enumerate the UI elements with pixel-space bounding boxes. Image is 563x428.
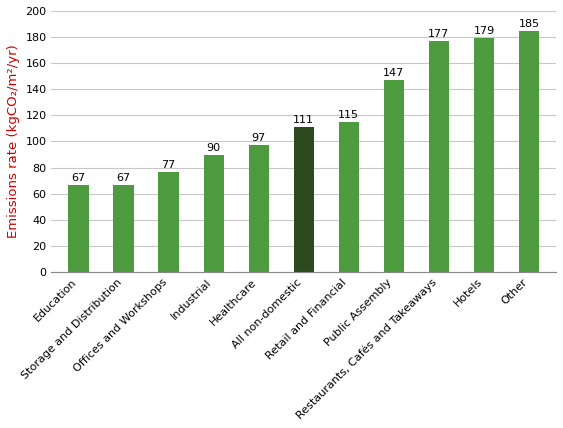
Bar bbox=[339, 122, 359, 272]
Text: 90: 90 bbox=[207, 143, 221, 153]
Text: 179: 179 bbox=[473, 27, 495, 36]
Bar bbox=[158, 172, 179, 272]
Text: 97: 97 bbox=[252, 134, 266, 143]
Text: 185: 185 bbox=[519, 18, 539, 29]
Text: 77: 77 bbox=[162, 160, 176, 169]
Text: 147: 147 bbox=[383, 68, 404, 78]
Text: 177: 177 bbox=[428, 29, 449, 39]
Text: 67: 67 bbox=[72, 172, 86, 183]
Bar bbox=[113, 184, 133, 272]
Bar bbox=[384, 80, 404, 272]
Text: 115: 115 bbox=[338, 110, 359, 120]
Text: 111: 111 bbox=[293, 115, 314, 125]
Bar bbox=[204, 155, 224, 272]
Bar bbox=[519, 30, 539, 272]
Bar bbox=[68, 184, 88, 272]
Y-axis label: Emissions rate (kgCO₂/m²/yr): Emissions rate (kgCO₂/m²/yr) bbox=[7, 45, 20, 238]
Bar bbox=[249, 146, 269, 272]
Text: 67: 67 bbox=[117, 172, 131, 183]
Bar bbox=[474, 39, 494, 272]
Bar bbox=[294, 127, 314, 272]
Bar bbox=[429, 41, 449, 272]
